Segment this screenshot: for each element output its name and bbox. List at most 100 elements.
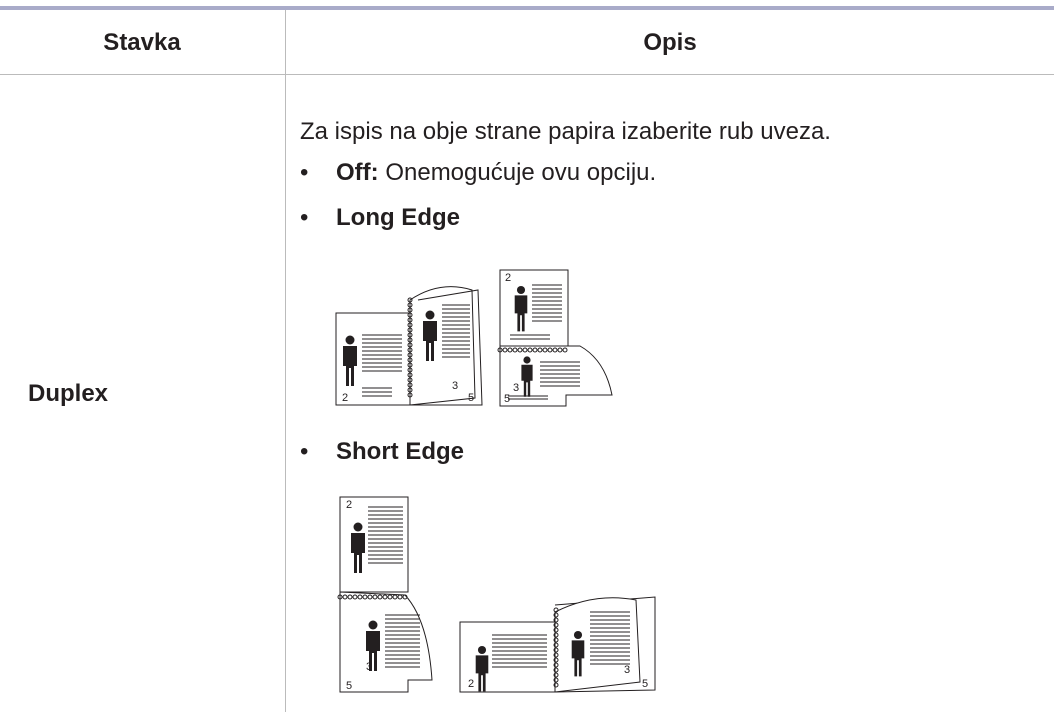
illustration-detail <box>407 302 413 308</box>
illustration-detail <box>407 317 413 323</box>
illustration-detail <box>562 347 568 353</box>
illustration-detail <box>407 352 413 358</box>
illustration-detail <box>407 297 413 303</box>
illustration-detail <box>352 594 358 600</box>
illustration-detail <box>382 594 388 600</box>
option-label: Long Edge <box>336 204 460 231</box>
illustration-detail <box>553 632 559 638</box>
page-number: 2 <box>468 678 474 690</box>
illustration-detail <box>553 662 559 668</box>
illustration-detail <box>553 612 559 618</box>
illustration-detail <box>507 347 513 353</box>
illustration-detail <box>516 285 526 295</box>
illustration-detail <box>542 347 548 353</box>
illustration-detail <box>527 347 533 353</box>
illustration-detail <box>553 657 559 663</box>
option-text: Onemogućuje ovu opciju. <box>385 159 657 186</box>
bullet: • <box>300 438 309 465</box>
illustration-detail <box>522 347 528 353</box>
illustration-detail <box>362 594 368 600</box>
illustration-detail <box>377 594 383 600</box>
illustration-detail <box>552 347 558 353</box>
illustration-detail <box>553 667 559 673</box>
illustration-detail <box>502 347 508 353</box>
illustration-detail <box>407 332 413 338</box>
item-name: Duplex <box>28 380 109 407</box>
intro-text: Za ispis na obje strane papira izaberite… <box>300 118 831 145</box>
illustration-detail <box>372 594 378 600</box>
illustration-detail <box>553 652 559 658</box>
illustration-detail <box>407 392 413 398</box>
page-number: 3 <box>624 664 630 676</box>
illustration-detail <box>407 387 413 393</box>
column-divider <box>285 10 286 712</box>
page-number: 3 <box>513 382 519 394</box>
illustration-detail <box>523 356 531 364</box>
illustration-detail <box>367 594 373 600</box>
illustration-detail <box>553 642 559 648</box>
illustration-detail <box>387 594 393 600</box>
illustration-detail <box>337 594 343 600</box>
illustration-detail <box>347 594 353 600</box>
illustration-detail <box>368 620 378 630</box>
illustration-detail <box>353 522 363 532</box>
illustration-detail <box>553 617 559 623</box>
illustration-detail <box>553 647 559 653</box>
illustration-detail <box>475 655 489 692</box>
illustration-detail <box>477 645 487 655</box>
illustration-detail <box>407 377 413 383</box>
illustration-detail <box>407 357 413 363</box>
page-number: 2 <box>342 392 348 404</box>
page-number: 2 <box>346 499 352 511</box>
illustration-detail <box>553 622 559 628</box>
header-rule <box>0 74 1054 75</box>
illustration-detail <box>553 607 559 613</box>
illustration-detail <box>407 362 413 368</box>
illustration-detail <box>537 347 543 353</box>
top-border <box>0 6 1054 10</box>
illustration-detail <box>343 346 357 386</box>
bullet: • <box>300 159 309 186</box>
illustration-detail <box>407 382 413 388</box>
illustration-detail <box>397 594 403 600</box>
illustration-detail <box>521 364 533 397</box>
illustration-detail <box>407 312 413 318</box>
page-number: 5 <box>468 392 474 404</box>
illustration-detail <box>573 630 583 640</box>
illustration-detail <box>392 594 398 600</box>
header-cell: Opis <box>643 29 697 56</box>
illustration-detail <box>366 631 380 671</box>
bullet: • <box>300 204 309 231</box>
illustration-detail <box>512 347 518 353</box>
illustration-detail <box>407 347 413 353</box>
illustration-detail <box>357 594 363 600</box>
illustration-detail <box>514 295 528 332</box>
illustration-detail <box>547 347 553 353</box>
illustration-detail <box>407 327 413 333</box>
page-number: 5 <box>642 678 648 690</box>
illustration-detail <box>402 594 408 600</box>
illustration-detail <box>553 677 559 683</box>
option-label: Off: <box>336 159 379 186</box>
page-number: 2 <box>505 272 511 284</box>
illustration-detail <box>553 682 559 688</box>
illustration-detail <box>407 337 413 343</box>
option: Off: Onemogućuje ovu opciju. <box>336 159 656 187</box>
illustration-detail <box>497 347 503 353</box>
illustration-detail <box>557 347 563 353</box>
illustration-detail <box>342 594 348 600</box>
page-number: 3 <box>452 380 458 392</box>
illustration-detail <box>351 533 365 573</box>
illustration-detail <box>532 347 538 353</box>
illustration-detail <box>553 627 559 633</box>
illustration-detail <box>407 367 413 373</box>
illustration-detail <box>425 310 435 320</box>
illustration-detail <box>407 342 413 348</box>
illustration-detail <box>571 640 585 677</box>
page-number: 5 <box>504 393 510 405</box>
illustration-detail <box>407 322 413 328</box>
illustration-detail <box>553 672 559 678</box>
page-number: 5 <box>346 680 352 692</box>
